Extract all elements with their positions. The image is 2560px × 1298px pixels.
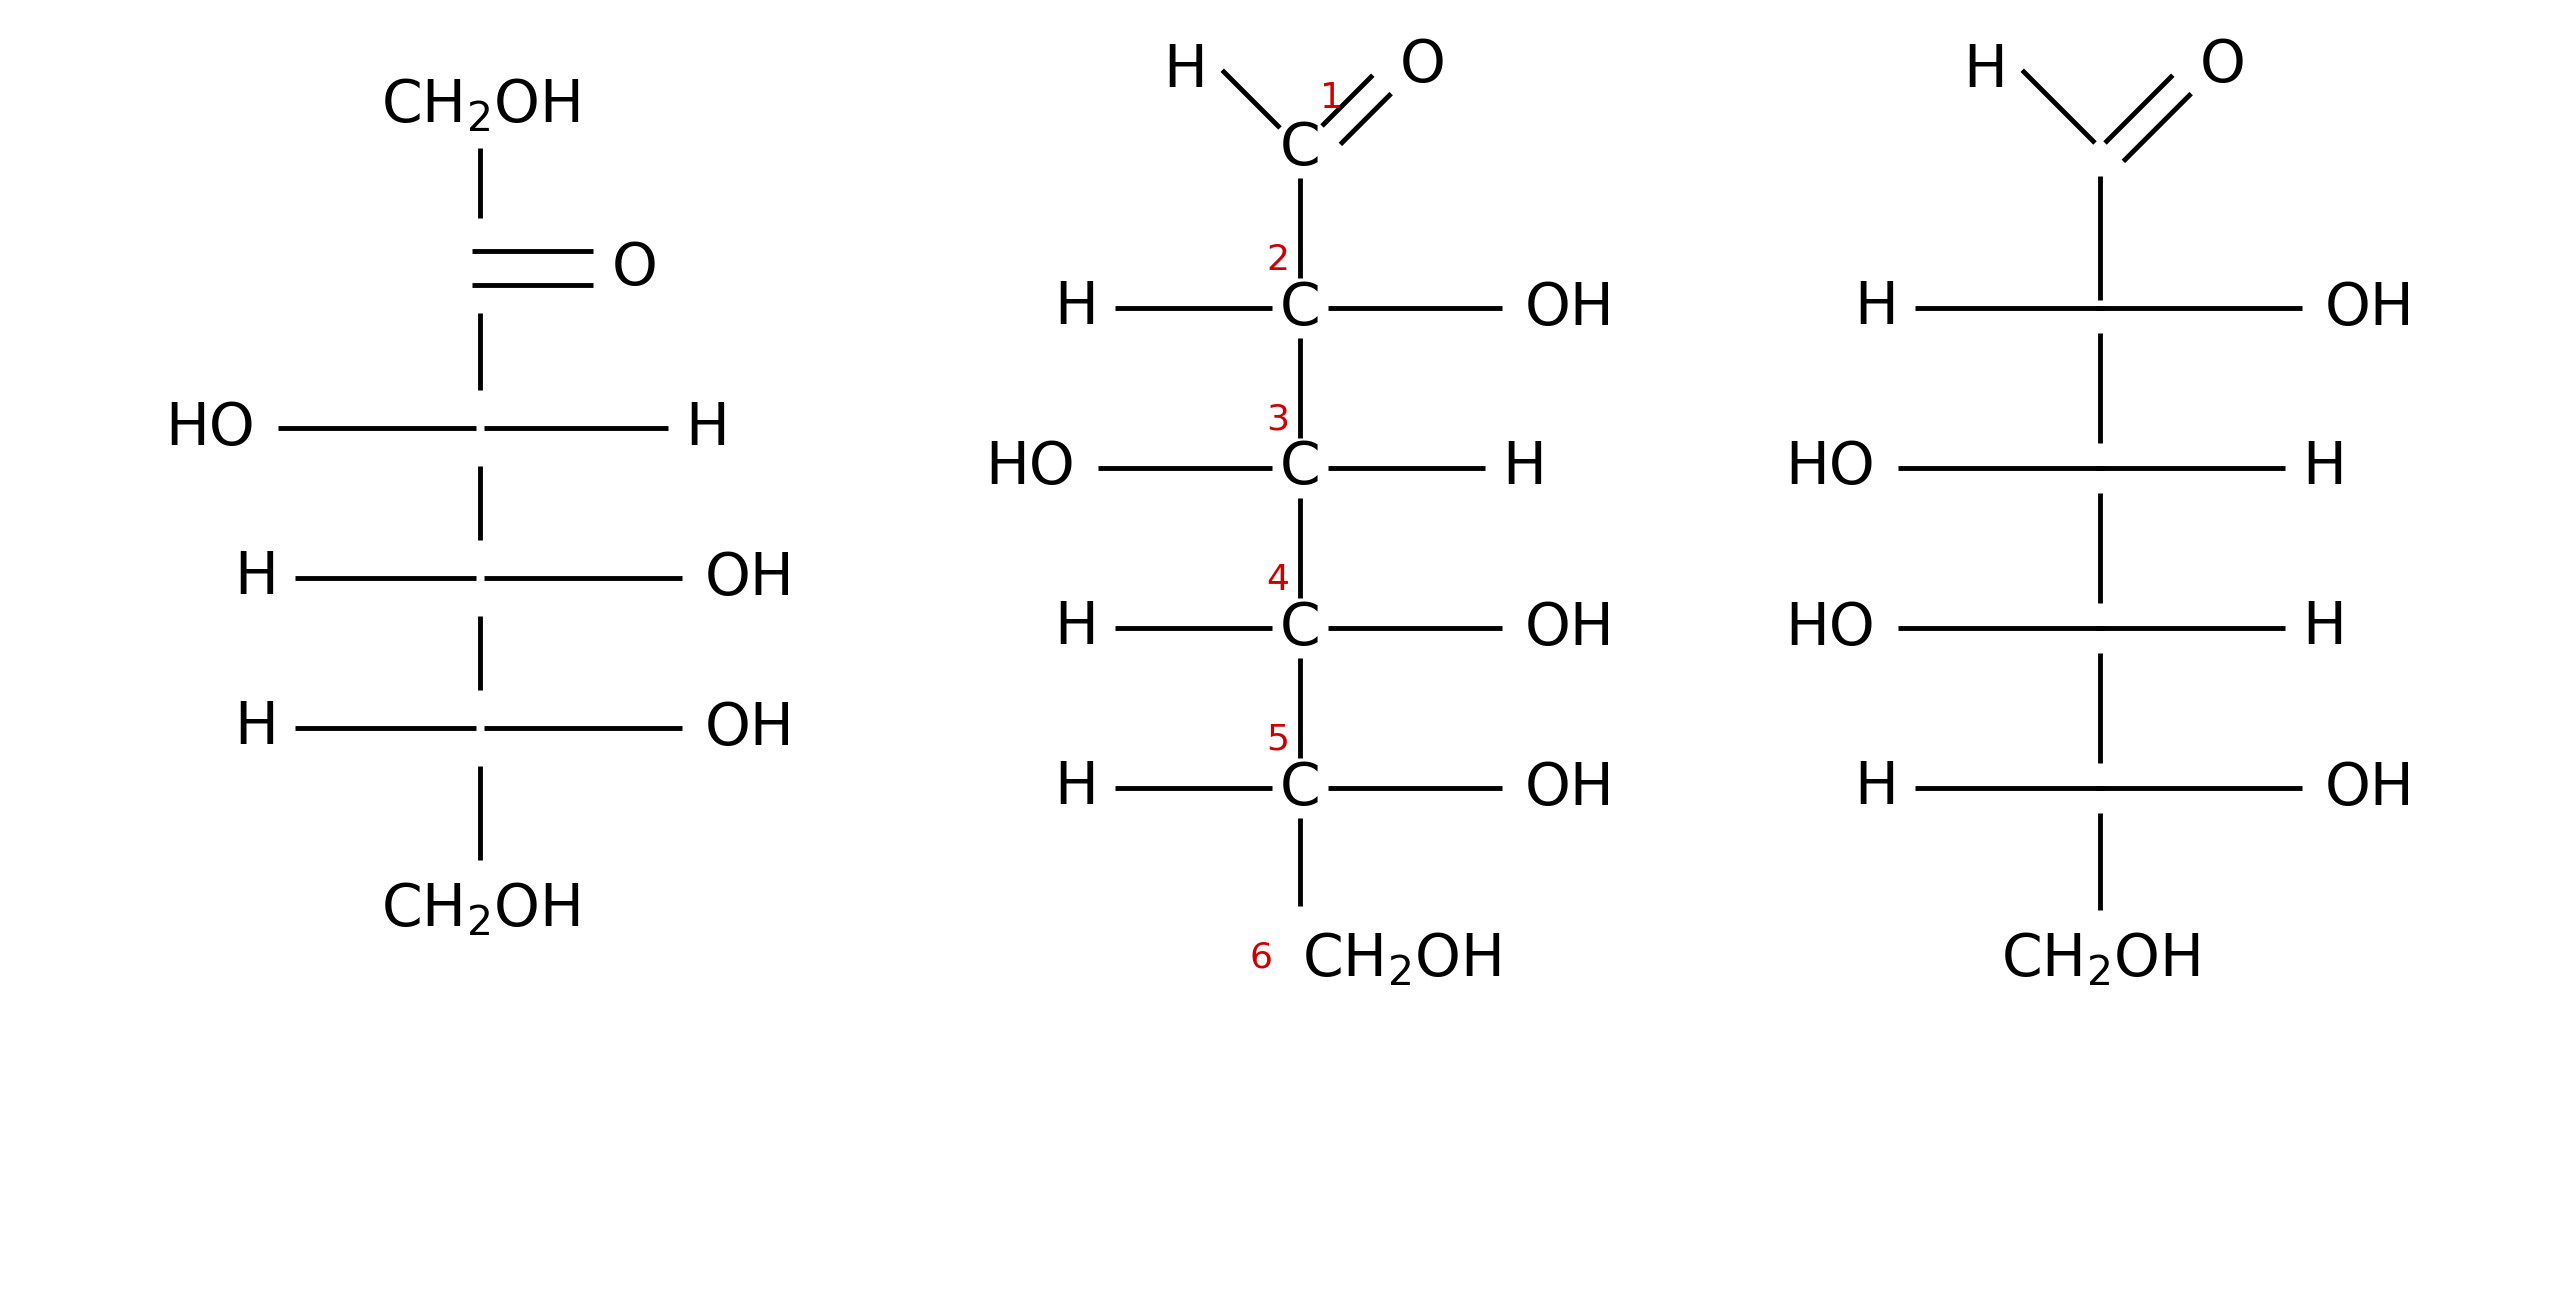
Text: H: H	[1503, 440, 1546, 497]
Text: $\mathrm{CH_2OH}$: $\mathrm{CH_2OH}$	[1999, 931, 2199, 989]
Text: 6: 6	[1249, 941, 1272, 975]
Text: HO: HO	[166, 400, 256, 457]
Text: HO: HO	[1784, 600, 1874, 657]
Text: OH: OH	[704, 700, 794, 757]
Text: OH: OH	[2324, 279, 2414, 336]
Text: H: H	[233, 549, 279, 606]
Text: C: C	[1280, 759, 1321, 816]
Text: O: O	[612, 240, 658, 296]
Text: OH: OH	[2324, 759, 2414, 816]
Text: H: H	[1162, 42, 1208, 99]
Text: C: C	[1280, 119, 1321, 177]
Text: OH: OH	[704, 549, 794, 606]
Text: H: H	[1055, 759, 1098, 816]
Text: C: C	[1280, 279, 1321, 336]
Text: OH: OH	[1526, 279, 1615, 336]
Text: 2: 2	[1267, 243, 1290, 276]
Text: OH: OH	[1526, 759, 1615, 816]
Text: HO: HO	[1784, 440, 1874, 497]
Text: O: O	[1400, 36, 1446, 93]
Text: C: C	[1280, 600, 1321, 657]
Text: H: H	[2301, 440, 2345, 497]
Text: $\mathrm{CH_2OH}$: $\mathrm{CH_2OH}$	[381, 881, 579, 938]
Text: H: H	[1055, 279, 1098, 336]
Text: H: H	[1055, 600, 1098, 657]
Text: $\mathrm{CH_2OH}$: $\mathrm{CH_2OH}$	[1303, 931, 1500, 989]
Text: O: O	[2199, 36, 2245, 93]
Text: 4: 4	[1267, 563, 1290, 597]
Text: H: H	[1964, 42, 2007, 99]
Text: H: H	[1853, 759, 1897, 816]
Text: H: H	[686, 400, 730, 457]
Text: OH: OH	[1526, 600, 1615, 657]
Text: 5: 5	[1267, 723, 1290, 757]
Text: $\mathrm{CH_2OH}$: $\mathrm{CH_2OH}$	[381, 77, 579, 135]
Text: C: C	[1280, 440, 1321, 497]
Text: 1: 1	[1321, 80, 1344, 116]
Text: H: H	[2301, 600, 2345, 657]
Text: H: H	[1853, 279, 1897, 336]
Text: H: H	[233, 700, 279, 757]
Text: 3: 3	[1267, 402, 1290, 437]
Text: HO: HO	[986, 440, 1075, 497]
